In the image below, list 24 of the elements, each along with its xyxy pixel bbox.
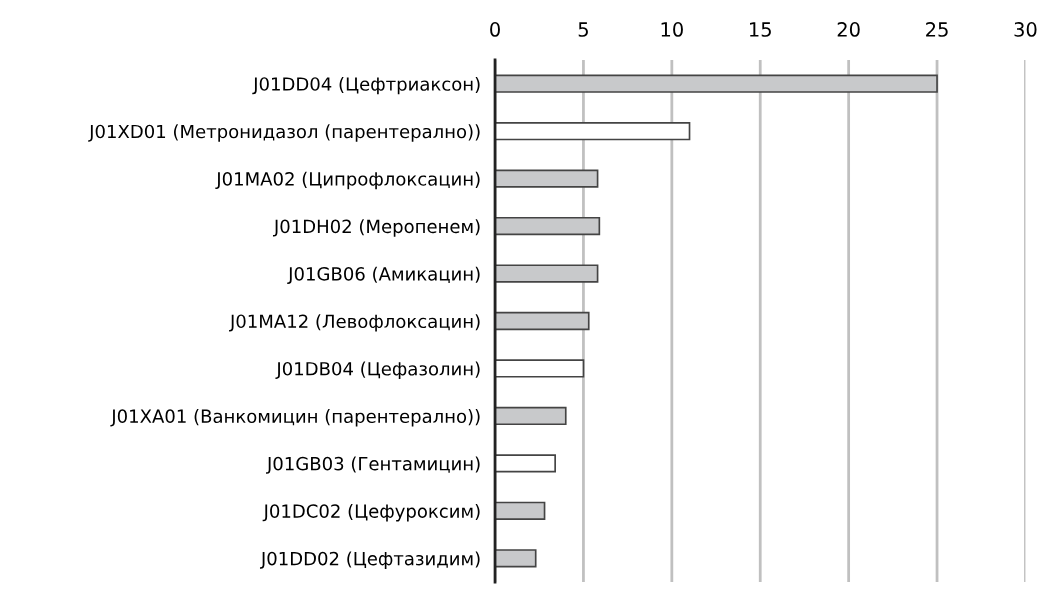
x-tick-label: 25 (926, 22, 948, 37)
y-tick-label: J01DH02 (Меропенем) (272, 219, 480, 237)
bar (495, 501, 546, 520)
bar (495, 406, 567, 426)
x-tick-label: 20 (837, 22, 860, 37)
y-tick-label: J01GB03 (Гентамицин) (266, 456, 480, 474)
y-tick-label: J01DC02 (Цефуроксим) (262, 503, 480, 522)
x-tick-label: 15 (750, 22, 771, 37)
y-tick-label: J01DD04 (Цефтриаксон) (252, 76, 480, 95)
y-tick-label: J01XD01 (Метронидазол (парентерално)) (88, 124, 480, 142)
bar (495, 454, 556, 473)
x-tick-label: 10 (661, 22, 683, 37)
x-tick-label: 0 (490, 22, 500, 37)
bar (495, 122, 691, 141)
y-tick-label: J01DD02 (Цефтазидим) (259, 551, 480, 569)
bar (495, 549, 537, 568)
x-tick-label: 30 (1014, 22, 1037, 37)
y-tick-label: J01MA02 (Ципрофлоксацин) (215, 171, 480, 190)
y-tick-label: J01MA12 (Левофлоксацин) (229, 314, 480, 332)
x-tick-label: 5 (578, 22, 588, 37)
y-tick-label: J01DB04 (Цефазолин) (275, 361, 480, 380)
bar (495, 359, 585, 378)
y-tick-label: J01GB06 (Амикацин) (287, 266, 480, 285)
y-tick-label: J01XA01 (Ванкомицин (парентерално)) (110, 409, 480, 427)
